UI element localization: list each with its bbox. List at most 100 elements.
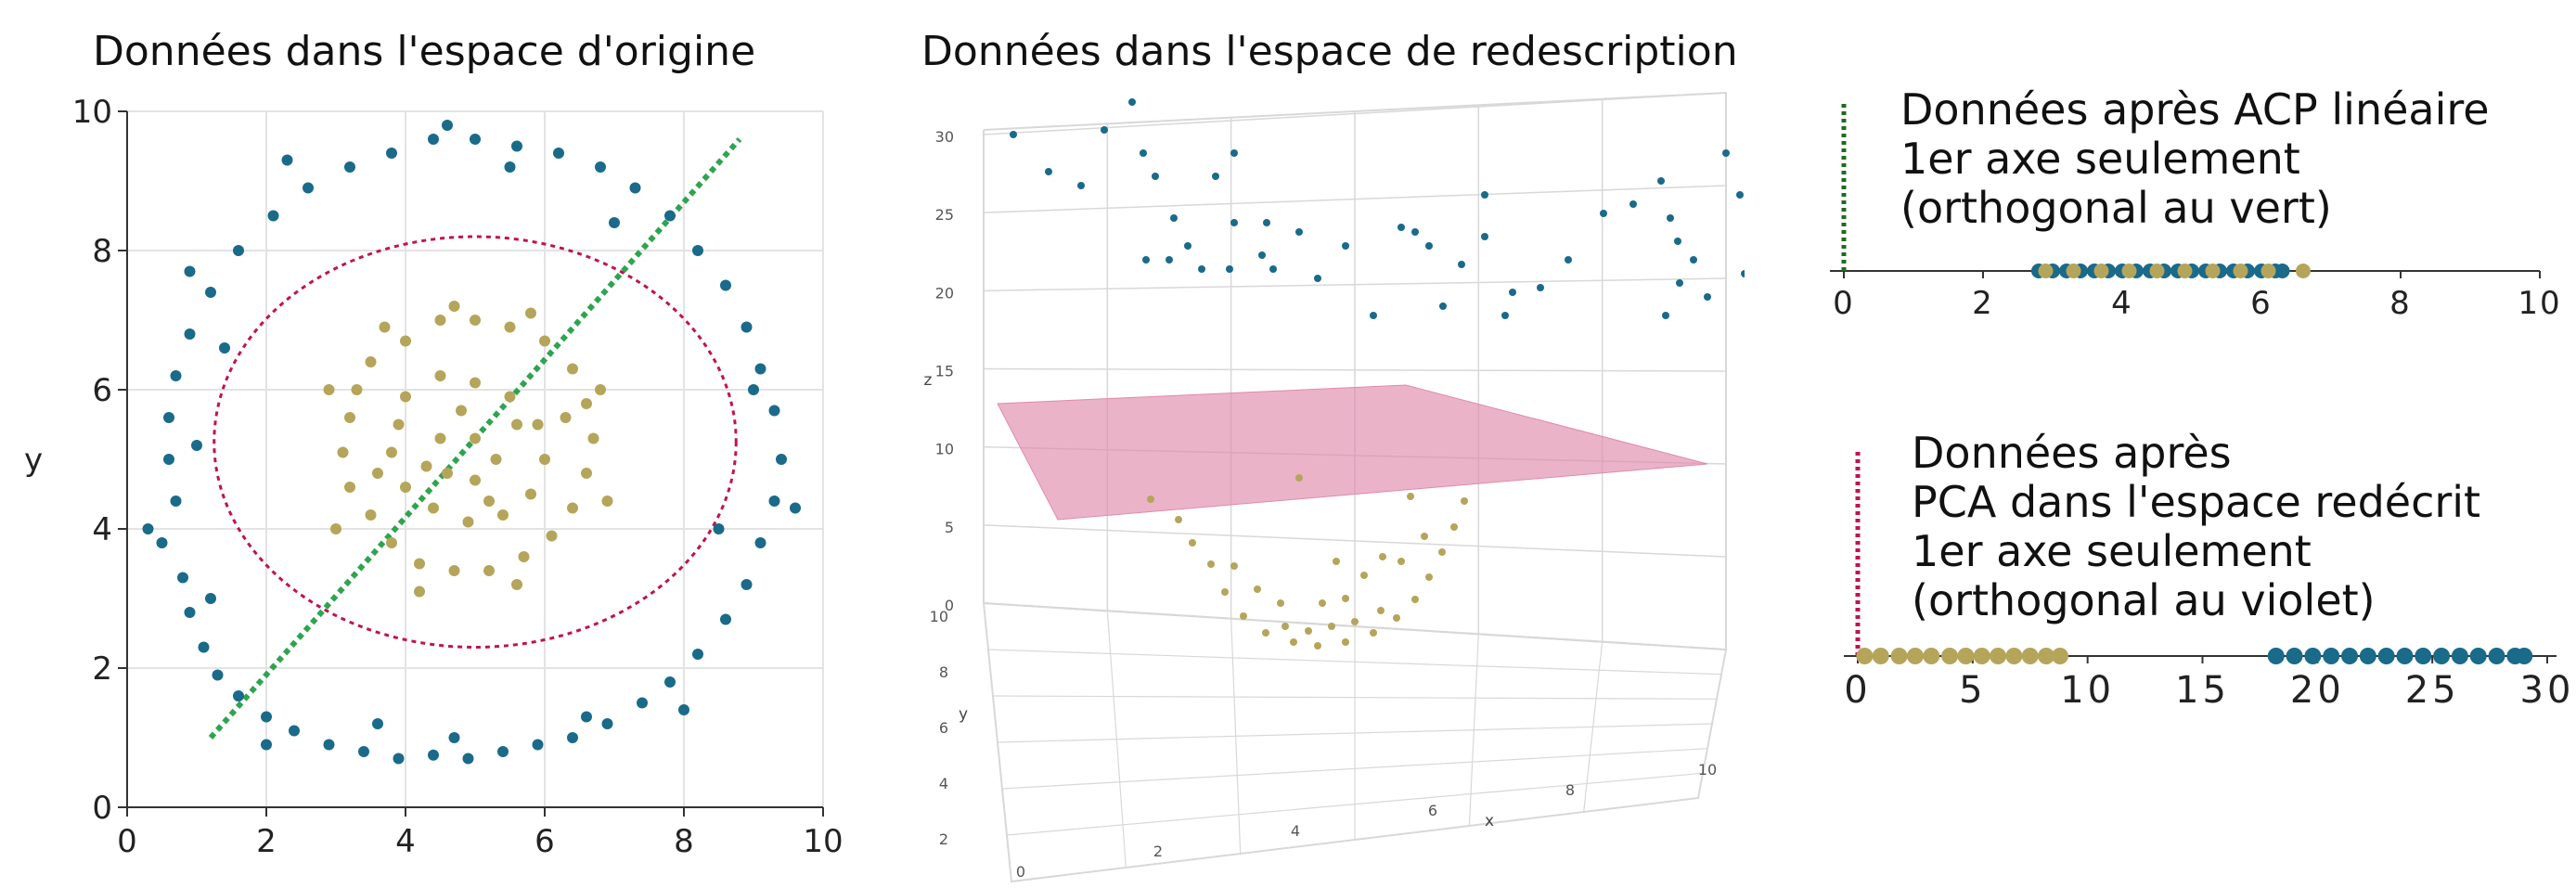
outer-ring-point: [448, 732, 460, 743]
outer-ring-point: [741, 579, 753, 590]
inner-cluster-point: [400, 391, 411, 403]
projected-inner-point: [2038, 648, 2055, 664]
outer-ring-point-3d: [1481, 191, 1488, 199]
grid-line-z: [983, 277, 1727, 292]
outer-ring-point: [637, 697, 648, 709]
x-tick-label: 10: [2060, 669, 2115, 712]
projected-outer-point: [2516, 648, 2533, 664]
outer-ring-point: [504, 161, 516, 173]
outer-ring-point: [233, 690, 244, 701]
outer-ring-point: [163, 454, 174, 465]
grid-line-z: [983, 185, 1727, 213]
inner-cluster-point: [434, 315, 446, 326]
outer-ring-point-3d: [1629, 200, 1637, 208]
outer-ring-point-3d: [1314, 275, 1321, 282]
inner-cluster-point: [490, 454, 502, 465]
outer-ring-point: [233, 245, 244, 256]
x-tick-label: 30: [2520, 669, 2575, 712]
inner-cluster-point: [414, 558, 425, 570]
z-tick-label: 30: [935, 128, 954, 146]
outer-ring-point: [281, 154, 293, 166]
panel3-line-1: Données après ACP linéaire: [1900, 84, 2490, 135]
outer-ring-point: [720, 613, 731, 625]
inner-cluster-point: [337, 446, 349, 458]
projected-inner-point: [1872, 648, 1889, 664]
outer-ring-point-3d: [1736, 191, 1744, 199]
x-tick-label: 6: [535, 823, 555, 860]
outer-ring-point-3d: [1010, 131, 1017, 138]
x-tick-label: 10: [2518, 285, 2561, 322]
inner-cluster-point: [442, 468, 453, 479]
grid-line-z: [983, 524, 1727, 558]
x-tick-label: 8: [674, 823, 694, 860]
panel4-line-3: 1er axe seulement: [1912, 526, 2312, 576]
z-axis-label: z: [924, 371, 933, 390]
y-tick-label: 6: [939, 719, 948, 737]
x-tick-label: 10: [1698, 761, 1717, 779]
inner-cluster-point: [344, 482, 355, 493]
z-tick-label: 0: [945, 597, 954, 614]
x-tick-label: 2: [256, 823, 277, 860]
y-tick-label: 2: [92, 650, 112, 688]
x-tick-label: 6: [2250, 285, 2273, 322]
outer-ring-point: [567, 732, 578, 743]
outer-ring-point-3d: [1509, 289, 1516, 296]
outer-ring-point: [358, 746, 369, 757]
inner-cluster-point-3d: [1175, 516, 1182, 523]
outer-ring-point: [470, 134, 481, 145]
outer-ring-point: [532, 739, 544, 751]
outer-ring-point: [754, 363, 766, 375]
panel2-chart: 051015202530z1086420y0246810x: [924, 91, 1745, 888]
y-tick-label: 8: [92, 233, 112, 270]
panel1-chart: 0 2 4 6 8 10 0 2 4 6 8 10 y: [24, 94, 844, 860]
inner-cluster-point: [330, 523, 341, 534]
separating-circle: [213, 235, 738, 649]
projected-point-b: [2093, 264, 2109, 278]
outer-ring-point: [768, 405, 780, 417]
projected-point-b: [2260, 264, 2276, 278]
outer-ring-point: [768, 495, 780, 507]
inner-cluster-point: [518, 551, 530, 562]
inner-cluster-point: [546, 530, 558, 542]
y-tick-label: 0: [92, 790, 112, 827]
projected-outer-point: [2359, 648, 2376, 664]
projected-outer-point: [2488, 648, 2505, 664]
y-tick-label: 10: [72, 94, 112, 131]
panel4-line-2: PCA dans l'espace redécrit: [1912, 477, 2481, 527]
outer-ring-point-3d: [1230, 219, 1238, 226]
inner-cluster-point-3d: [1450, 523, 1458, 531]
projected-inner-point: [1923, 648, 1940, 664]
projected-point-b: [2121, 264, 2137, 278]
inner-cluster-point-3d: [1290, 638, 1297, 646]
outer-ring-point: [497, 746, 509, 757]
inner-cluster-point: [351, 384, 363, 395]
inner-cluster-point-3d: [1393, 614, 1400, 622]
inner-cluster-point-3d: [1314, 642, 1321, 650]
projected-point-a: [2274, 264, 2290, 278]
outer-ring-point: [601, 718, 613, 729]
x-tick-label: 2: [1972, 285, 1994, 322]
inner-cluster-point: [420, 460, 432, 472]
projected-inner-point: [1990, 648, 2007, 664]
outer-ring-point-3d: [1140, 149, 1147, 157]
outer-ring-point: [720, 279, 731, 291]
inner-cluster-point-3d: [1333, 558, 1340, 565]
inner-cluster-point: [525, 488, 536, 500]
outer-ring-point: [678, 704, 689, 715]
outer-ring-point-3d: [1674, 238, 1681, 245]
inner-cluster-point: [428, 502, 439, 514]
outer-ring-point: [191, 440, 202, 451]
inner-cluster-point: [448, 565, 460, 576]
inner-cluster-point: [470, 432, 481, 444]
panel3-line-2: 1er axe seulement: [1900, 134, 2300, 184]
outer-ring-point: [386, 148, 397, 159]
z-tick-label: 15: [935, 363, 954, 380]
separating-plane: [997, 384, 1708, 521]
inner-cluster-point: [434, 370, 446, 381]
inner-cluster-point-3d: [1360, 572, 1368, 579]
outer-ring-point-3d: [1295, 228, 1303, 236]
panel4-caption: Données après PCA dans l'espace redécrit…: [1912, 429, 2480, 625]
outer-ring-point: [511, 140, 522, 152]
inner-cluster-point: [470, 474, 481, 486]
inner-cluster-point: [539, 335, 550, 347]
